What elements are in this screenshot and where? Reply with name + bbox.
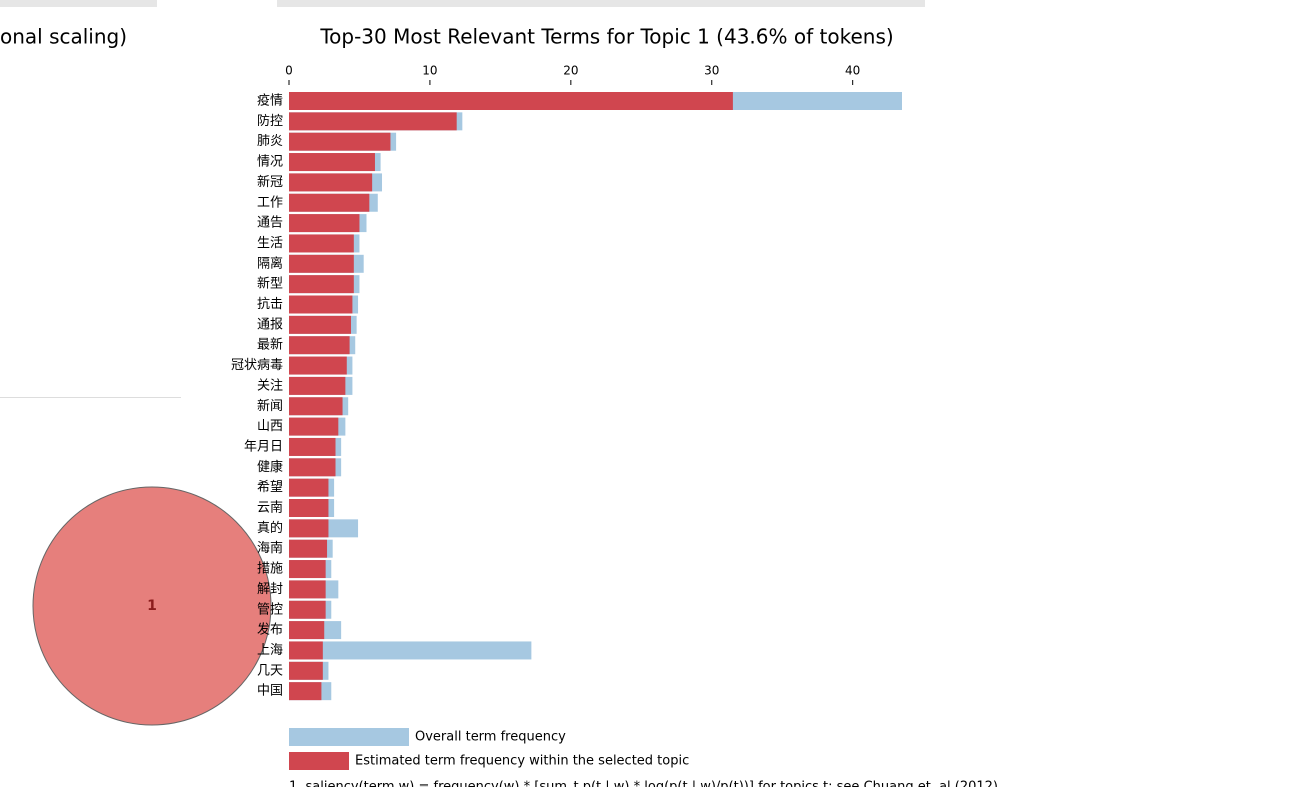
term-label: 上海 xyxy=(257,643,283,658)
topic-bar xyxy=(289,315,352,334)
overall-bar xyxy=(289,641,532,660)
topic-bar xyxy=(289,214,360,233)
topic-bar xyxy=(289,539,328,558)
topic-bar xyxy=(289,600,326,619)
term-label: 最新 xyxy=(257,337,283,353)
term-label: 工作 xyxy=(257,195,283,210)
term-label: 年月日 xyxy=(244,439,283,454)
term-label: 真的 xyxy=(257,520,283,536)
topic-bar xyxy=(289,295,353,314)
term-label: 新冠 xyxy=(257,174,283,190)
topic-bar xyxy=(289,193,370,212)
term-label: 措施 xyxy=(257,562,283,577)
topic-bar xyxy=(289,132,391,151)
legend-label: Estimated term frequency within the sele… xyxy=(355,754,689,769)
x-tick-label: 40 xyxy=(845,64,860,78)
topic-circle-label: 1 xyxy=(147,598,157,614)
term-label: 希望 xyxy=(257,479,283,495)
x-tick-label: 0 xyxy=(285,64,293,78)
term-label: 管控 xyxy=(257,602,283,617)
topic-bar xyxy=(289,560,326,579)
term-label: 疫情 xyxy=(257,93,283,109)
topic-bar xyxy=(289,478,329,497)
topic-bar xyxy=(289,437,336,456)
term-label: 发布 xyxy=(257,622,283,638)
x-tick-label: 10 xyxy=(422,64,437,78)
topic-bar xyxy=(289,336,350,355)
topic-bar xyxy=(289,519,329,538)
topic-bar xyxy=(289,458,336,477)
topic-bar xyxy=(289,254,354,273)
term-label: 情况 xyxy=(257,155,283,170)
topic-bar xyxy=(289,682,322,701)
term-label: 生活 xyxy=(257,236,283,251)
topic-bar xyxy=(289,499,329,517)
topic-bar xyxy=(289,356,347,375)
topic-bar xyxy=(289,580,326,599)
chart-title: Top-30 Most Relevant Terms for Topic 1 (… xyxy=(319,25,893,49)
footnote: 1. saliency(term w) = frequency(w) * [su… xyxy=(289,780,998,788)
topic-bar xyxy=(289,92,733,110)
right-header-bar xyxy=(277,0,925,7)
term-label: 通告 xyxy=(257,216,283,231)
topic-circle[interactable] xyxy=(32,486,272,726)
topic-bar xyxy=(289,621,325,640)
left-panel-title: onal scaling) xyxy=(0,25,127,49)
term-label: 几天 xyxy=(257,663,283,678)
legend-swatch-topic xyxy=(289,752,349,770)
legend-swatch-overall xyxy=(289,728,409,746)
term-label: 海南 xyxy=(257,540,283,556)
term-label: 隔离 xyxy=(257,255,283,271)
topic-bar xyxy=(289,153,375,172)
term-label: 新型 xyxy=(257,276,283,292)
term-label: 关注 xyxy=(257,378,283,393)
term-label: 防控 xyxy=(257,113,283,129)
term-label: 中国 xyxy=(257,684,283,699)
topic-bar xyxy=(289,234,354,253)
term-label: 新闻 xyxy=(257,398,283,414)
term-label: 抗击 xyxy=(257,297,283,312)
left-header-bar xyxy=(0,0,157,7)
topic-bar xyxy=(289,641,323,660)
term-label: 山西 xyxy=(257,419,283,434)
term-label: 肺炎 xyxy=(257,134,283,149)
topic-bar xyxy=(289,275,354,294)
x-tick-label: 20 xyxy=(563,64,578,78)
topic-bar xyxy=(289,173,373,192)
term-label: 冠状病毒 xyxy=(231,358,283,373)
topic-bar xyxy=(289,661,323,680)
topic-bar xyxy=(289,417,339,436)
term-label: 云南 xyxy=(257,500,283,516)
term-label: 通报 xyxy=(257,317,283,332)
x-tick-label: 30 xyxy=(704,64,719,78)
term-label: 健康 xyxy=(257,459,283,475)
legend-label: Overall term frequency xyxy=(415,730,566,745)
topic-bar xyxy=(289,112,457,131)
topic-bar xyxy=(289,397,343,416)
topic-bar xyxy=(289,376,346,395)
term-label: 解封 xyxy=(257,582,283,597)
